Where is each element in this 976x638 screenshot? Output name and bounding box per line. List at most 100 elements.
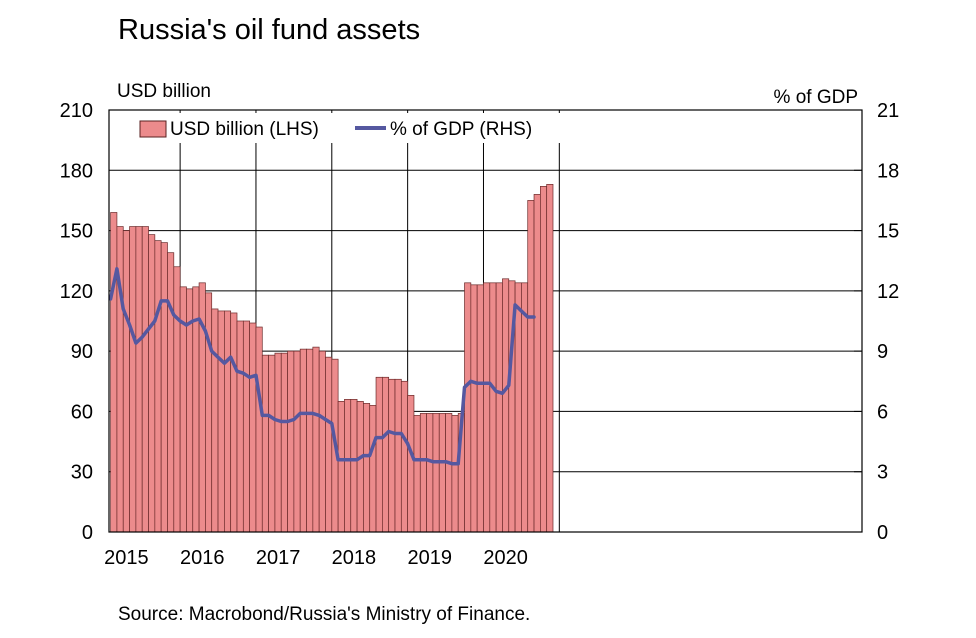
bar bbox=[122, 230, 130, 533]
gdp-line bbox=[108, 267, 536, 466]
bar bbox=[413, 415, 421, 533]
right-tick-label: 3 bbox=[877, 462, 888, 484]
bar bbox=[312, 346, 320, 533]
bar bbox=[419, 413, 427, 533]
left-tick-label: 60 bbox=[71, 401, 93, 423]
bar bbox=[438, 413, 446, 533]
bar bbox=[514, 282, 522, 533]
bar bbox=[527, 200, 535, 533]
bar bbox=[154, 240, 162, 533]
bar bbox=[382, 376, 390, 533]
bar bbox=[261, 354, 269, 533]
left-tick-label: 90 bbox=[71, 341, 93, 363]
bar bbox=[464, 282, 472, 533]
bar bbox=[211, 308, 219, 533]
left-tick-label: 0 bbox=[82, 522, 93, 544]
bar bbox=[148, 234, 156, 533]
left-axis-ticks: 0 30 60 90 120 150 180 210 bbox=[60, 100, 93, 544]
bar bbox=[495, 282, 503, 533]
right-tick-label: 6 bbox=[877, 401, 888, 423]
bar bbox=[287, 350, 295, 533]
right-tick-label: 12 bbox=[877, 281, 899, 303]
bar bbox=[167, 252, 175, 533]
bar bbox=[318, 350, 326, 533]
legend-bar-label: USD billion (LHS) bbox=[170, 119, 319, 140]
right-tick-label: 15 bbox=[877, 221, 899, 243]
bar bbox=[356, 401, 364, 533]
left-axis-label: USD billion bbox=[117, 81, 211, 102]
bar bbox=[483, 282, 491, 533]
bar bbox=[432, 413, 440, 533]
bar bbox=[533, 194, 541, 533]
legend-line-label: % of GDP (RHS) bbox=[390, 119, 532, 140]
bar bbox=[249, 322, 257, 533]
source-note: Source: Macrobond/Russia's Ministry of F… bbox=[118, 604, 530, 625]
bar bbox=[325, 356, 333, 533]
legend-bar-swatch bbox=[139, 120, 167, 138]
bar bbox=[205, 292, 213, 533]
bar bbox=[369, 405, 377, 533]
bar bbox=[388, 378, 396, 533]
bar bbox=[129, 226, 137, 533]
bar bbox=[299, 348, 307, 533]
bar bbox=[280, 352, 288, 533]
bar bbox=[224, 310, 232, 533]
bar bbox=[135, 226, 143, 533]
bar bbox=[268, 354, 276, 533]
bar bbox=[350, 399, 358, 533]
bar bbox=[470, 284, 478, 533]
x-tick-label: 2020 bbox=[483, 547, 528, 569]
x-tick-label: 2016 bbox=[180, 547, 225, 569]
left-tick-label: 120 bbox=[60, 281, 93, 303]
bar bbox=[274, 352, 282, 533]
bar bbox=[173, 266, 181, 533]
x-tick-label: 2015 bbox=[104, 547, 149, 569]
bar bbox=[160, 242, 168, 533]
right-axis-ticks: 0 3 6 9 12 15 18 21 bbox=[854, 100, 899, 544]
legend: USD billion (LHS) % of GDP (RHS) bbox=[130, 113, 570, 143]
right-tick-label: 0 bbox=[877, 522, 888, 544]
bar bbox=[236, 320, 244, 533]
left-tick-label: 150 bbox=[60, 221, 93, 243]
line-series bbox=[108, 267, 536, 466]
bar bbox=[400, 380, 408, 533]
bar bbox=[540, 186, 548, 533]
bar bbox=[363, 403, 371, 533]
bar bbox=[242, 320, 250, 533]
bar bbox=[255, 326, 263, 533]
x-tick-label: 2017 bbox=[256, 547, 301, 569]
bar bbox=[337, 401, 345, 533]
bar bbox=[426, 413, 434, 533]
plot-frame bbox=[108, 109, 863, 533]
bar bbox=[546, 184, 554, 533]
left-tick-label: 30 bbox=[71, 462, 93, 484]
bar bbox=[217, 310, 225, 533]
right-tick-label: 9 bbox=[877, 341, 888, 363]
bar-series bbox=[110, 184, 554, 533]
bar bbox=[141, 226, 149, 533]
right-axis-label: % of GDP bbox=[774, 87, 858, 108]
left-tick-label: 180 bbox=[60, 160, 93, 182]
chart-title: Russia's oil fund assets bbox=[118, 14, 420, 46]
bar bbox=[451, 415, 459, 533]
bar bbox=[445, 413, 453, 533]
right-tick-label: 21 bbox=[877, 100, 899, 122]
right-tick-label: 18 bbox=[877, 160, 899, 182]
bar bbox=[192, 286, 200, 533]
bar bbox=[306, 348, 314, 533]
bar bbox=[489, 282, 497, 533]
bar bbox=[344, 399, 352, 533]
bar bbox=[293, 350, 301, 533]
bar bbox=[502, 278, 510, 533]
x-axis-ticks: 2015 2016 2017 2018 2019 2020 bbox=[104, 547, 528, 569]
legend-background bbox=[130, 113, 570, 143]
x-tick-label: 2019 bbox=[408, 547, 453, 569]
x-tick-label: 2018 bbox=[332, 547, 377, 569]
bar bbox=[394, 378, 402, 533]
bar bbox=[407, 395, 415, 533]
bar bbox=[230, 312, 238, 533]
bar bbox=[476, 284, 484, 533]
bar bbox=[521, 282, 529, 533]
bar bbox=[375, 376, 383, 533]
